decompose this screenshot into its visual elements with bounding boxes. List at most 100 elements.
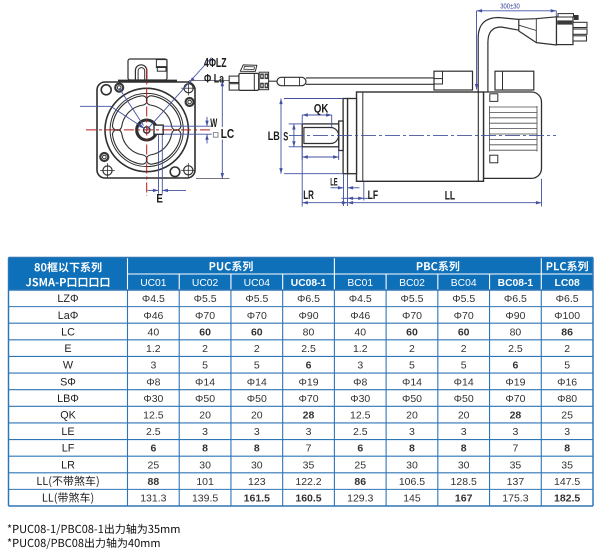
svg-text:3: 3: [564, 426, 570, 438]
svg-text:139.5: 139.5: [192, 493, 218, 505]
svg-text:Φ70: Φ70: [298, 393, 318, 405]
svg-text:30: 30: [406, 459, 418, 471]
svg-text:Φ14: Φ14: [402, 376, 422, 388]
svg-text:Φ5.5: Φ5.5: [452, 293, 475, 305]
svg-text:182.5: 182.5: [554, 493, 580, 505]
svg-text:Φ70: Φ70: [247, 310, 267, 322]
svg-text:UC02: UC02: [192, 278, 219, 289]
svg-text:Φ6.5: Φ6.5: [556, 293, 579, 305]
svg-text:2.5: 2.5: [508, 343, 523, 355]
svg-text:4ΦLZ: 4ΦLZ: [204, 56, 227, 70]
svg-text:80: 80: [303, 326, 315, 338]
svg-text:Φ70: Φ70: [402, 310, 422, 322]
svg-text:145: 145: [403, 493, 421, 505]
svg-text:Φ80: Φ80: [557, 393, 577, 405]
svg-text:UC04: UC04: [244, 278, 271, 289]
svg-text:6: 6: [150, 443, 156, 455]
svg-text:LBΦ: LBΦ: [57, 393, 79, 405]
svg-text:LR: LR: [61, 459, 75, 471]
svg-text:2.5: 2.5: [301, 343, 316, 355]
svg-text:3: 3: [461, 426, 467, 438]
svg-text:3: 3: [409, 426, 415, 438]
svg-text:8: 8: [461, 443, 467, 455]
svg-text:QK: QK: [314, 104, 329, 116]
svg-text:8: 8: [202, 443, 208, 455]
svg-text:Φ19: Φ19: [298, 376, 318, 388]
svg-text:UC01: UC01: [140, 278, 167, 289]
svg-text:161.5: 161.5: [244, 493, 270, 505]
svg-text:Φ6.5: Φ6.5: [504, 293, 527, 305]
svg-text:5: 5: [461, 360, 467, 372]
svg-text:Φ50: Φ50: [454, 393, 474, 405]
svg-text:Φ8: Φ8: [353, 376, 367, 388]
svg-text:Φ90: Φ90: [505, 310, 525, 322]
svg-text:2: 2: [564, 343, 570, 355]
svg-text:30: 30: [199, 459, 211, 471]
svg-text:3: 3: [150, 360, 156, 372]
svg-text:3: 3: [254, 426, 260, 438]
svg-text:8: 8: [409, 443, 415, 455]
svg-text:12.5: 12.5: [350, 410, 371, 422]
svg-text:5: 5: [564, 360, 570, 372]
svg-text:W: W: [210, 118, 217, 130]
svg-text:Φ19: Φ19: [505, 376, 525, 388]
svg-text:2.5: 2.5: [353, 426, 368, 438]
svg-text:106.5: 106.5: [399, 476, 425, 488]
svg-text:28: 28: [510, 410, 522, 422]
svg-text:3: 3: [202, 426, 208, 438]
svg-text:12.5: 12.5: [143, 410, 164, 422]
svg-text:35: 35: [561, 459, 573, 471]
svg-text:Φ70: Φ70: [195, 310, 215, 322]
svg-text:25: 25: [148, 459, 160, 471]
svg-text:5: 5: [409, 360, 415, 372]
svg-text:88: 88: [148, 476, 160, 488]
svg-text:LL: LL: [445, 190, 456, 202]
svg-text:8: 8: [564, 443, 570, 455]
svg-text:Φ30: Φ30: [143, 393, 163, 405]
svg-text:5: 5: [254, 360, 260, 372]
svg-text:28: 28: [303, 410, 315, 422]
svg-text:30: 30: [458, 459, 470, 471]
svg-text:BC01: BC01: [347, 278, 373, 289]
svg-text:LR: LR: [303, 190, 314, 202]
svg-text:Φ50: Φ50: [247, 393, 267, 405]
svg-text:LF: LF: [368, 190, 379, 202]
svg-text:129.3: 129.3: [347, 493, 373, 505]
svg-text:Φ46: Φ46: [350, 310, 370, 322]
svg-text:Φ4.5: Φ4.5: [349, 293, 372, 305]
svg-text:Φ50: Φ50: [195, 393, 215, 405]
svg-text:123: 123: [248, 476, 266, 488]
svg-text:Φ70: Φ70: [454, 310, 474, 322]
svg-text:Φ14: Φ14: [195, 376, 215, 388]
svg-text:LE: LE: [330, 176, 338, 188]
svg-text:167: 167: [455, 493, 473, 505]
svg-text:35: 35: [510, 459, 522, 471]
svg-text:W: W: [63, 360, 74, 372]
svg-text:6: 6: [512, 360, 518, 372]
svg-text:Φ14: Φ14: [454, 376, 474, 388]
svg-text:3: 3: [512, 426, 518, 438]
svg-text:3: 3: [357, 360, 363, 372]
svg-text:2: 2: [409, 343, 415, 355]
svg-text:1.2: 1.2: [146, 343, 161, 355]
svg-text:60: 60: [406, 326, 418, 338]
svg-text:LF: LF: [62, 443, 75, 455]
svg-text:20: 20: [199, 410, 211, 422]
svg-text:60: 60: [458, 326, 470, 338]
svg-text:25: 25: [561, 410, 573, 422]
svg-text:60: 60: [199, 326, 211, 338]
svg-text:6: 6: [306, 360, 312, 372]
svg-text:80: 80: [510, 326, 522, 338]
svg-text:LaΦ: LaΦ: [58, 310, 79, 322]
svg-text:2: 2: [202, 343, 208, 355]
svg-text:35: 35: [303, 459, 315, 471]
svg-text:2.5: 2.5: [146, 426, 161, 438]
svg-text:5: 5: [202, 360, 208, 372]
svg-text:Φ70: Φ70: [505, 393, 525, 405]
svg-text:Φ5.5: Φ5.5: [194, 293, 217, 305]
svg-text:BC04: BC04: [451, 278, 477, 289]
svg-text:7: 7: [512, 443, 518, 455]
svg-text:Φ14: Φ14: [247, 376, 267, 388]
svg-text:LC08: LC08: [555, 278, 580, 289]
svg-text:7: 7: [306, 443, 312, 455]
